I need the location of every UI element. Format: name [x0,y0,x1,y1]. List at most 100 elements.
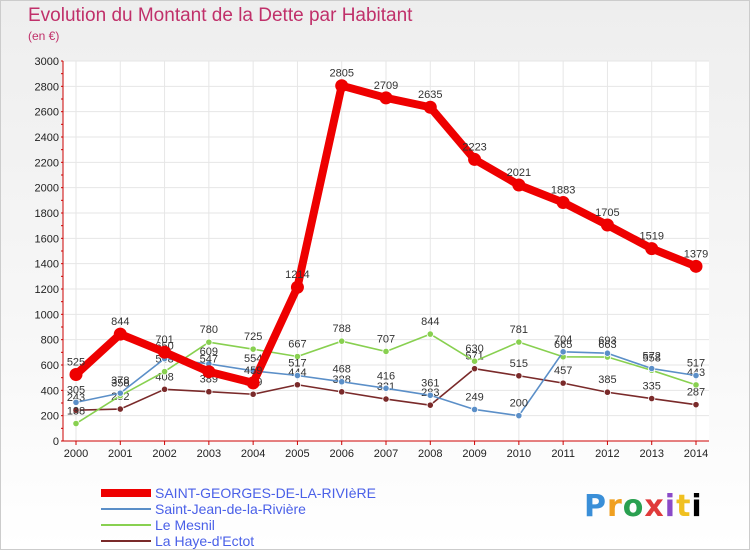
data-label: 707 [377,333,395,345]
legend-item: SAINT-GEORGES-DE-LA-RIVIèRE [101,485,421,501]
legend-swatch [101,508,151,510]
data-label: 305 [67,384,85,396]
data-label: 780 [200,324,218,336]
x-tick-label: 2011 [551,448,575,460]
data-point [249,345,257,353]
x-tick-label: 2003 [197,448,221,460]
proxiti-logo: Proxiti [584,489,703,524]
data-point [335,79,349,93]
data-label: 287 [687,387,705,399]
data-point [246,376,260,390]
x-tick-label: 2014 [684,448,708,460]
data-point [338,378,346,386]
y-tick-label: 1000 [35,309,59,321]
data-label: 459 [244,365,262,377]
data-label: 525 [67,357,85,369]
data-point [338,337,346,345]
data-label: 704 [554,334,572,346]
data-point [116,405,124,413]
data-label: 468 [333,364,351,376]
chart-subtitle: (en €) [28,29,60,43]
data-label: 2021 [507,167,531,179]
data-point [205,388,213,396]
data-point [692,371,700,380]
y-tick-label: 1800 [35,208,59,220]
data-label: 385 [598,374,616,386]
data-point [515,372,523,380]
legend-item: Le Mesnil [101,517,421,533]
data-label: 547 [200,354,218,366]
y-tick-label: 400 [41,385,59,397]
legend-label: La Haye-d'Ectot [155,533,255,549]
legend-label: Saint-Jean-de-la-Rivière [155,501,306,517]
data-label: 457 [554,365,572,377]
data-point [559,348,567,356]
data-label: 665 [554,339,572,351]
data-label: 378 [111,375,129,387]
y-tick-label: 2800 [35,81,59,93]
data-label: 515 [510,358,528,370]
x-tick-label: 2002 [152,448,176,460]
data-point [293,352,302,361]
y-tick-label: 3000 [35,56,59,68]
data-label: 517 [288,358,306,370]
data-point [293,371,302,380]
y-tick-label: 2600 [35,107,59,119]
data-point [423,100,437,114]
data-label: 200 [510,398,528,410]
data-label: 2805 [329,68,353,80]
data-label: 2709 [374,80,398,92]
y-tick-label: 2400 [35,132,59,144]
data-label: 1883 [551,184,575,196]
data-point [692,381,700,389]
data-label: 1379 [684,248,708,260]
data-point [113,327,127,341]
data-point [202,365,216,379]
legend-label: SAINT-GEORGES-DE-LA-RIVIèRE [155,485,376,501]
data-point [426,401,434,409]
data-point [158,345,172,359]
x-tick-label: 2012 [595,448,619,460]
y-tick-label: 2000 [35,183,59,195]
data-point [293,381,302,389]
data-point [72,406,80,414]
data-label: 572 [643,351,661,363]
data-point [382,347,390,356]
data-label: 788 [333,323,351,335]
chart-title: Evolution du Montant de la Dette par Hab… [28,5,413,26]
data-point [470,405,479,414]
legend-swatch [101,524,151,526]
series-1: 3053786506095545174684163612492007046935… [67,334,705,420]
series-0: 525 844 701 547 459 1214 2805 2709 2635 2223 2021 1… [67,68,708,390]
data-label: 725 [244,331,262,343]
data-point [72,398,80,406]
data-label: 1705 [595,207,619,219]
data-label: 1214 [285,269,309,281]
data-label: 416 [377,370,395,382]
data-point [160,385,169,393]
y-tick-label: 600 [41,360,59,372]
data-point [338,388,346,396]
y-tick-label: 1400 [35,259,59,271]
y-tick-label: 0 [53,436,59,448]
data-point [603,388,612,396]
data-label: 358 [111,378,129,390]
data-label: 609 [200,346,218,358]
data-label: 781 [510,324,528,336]
data-label: 517 [687,358,705,370]
data-point [426,391,434,399]
data-point [382,395,390,403]
x-tick-label: 2013 [639,448,663,460]
y-tick-label: 800 [41,335,59,347]
legend: SAINT-GEORGES-DE-LA-RIVIèRE Saint-Jean-de… [101,485,421,549]
x-tick-label: 2005 [285,448,309,460]
data-point [160,367,169,376]
y-tick-label: 1200 [35,284,59,296]
data-label: 844 [421,316,439,328]
data-label: 249 [465,391,483,403]
data-label: 138 [67,406,85,418]
data-point [249,390,257,398]
data-label: 361 [421,377,439,389]
